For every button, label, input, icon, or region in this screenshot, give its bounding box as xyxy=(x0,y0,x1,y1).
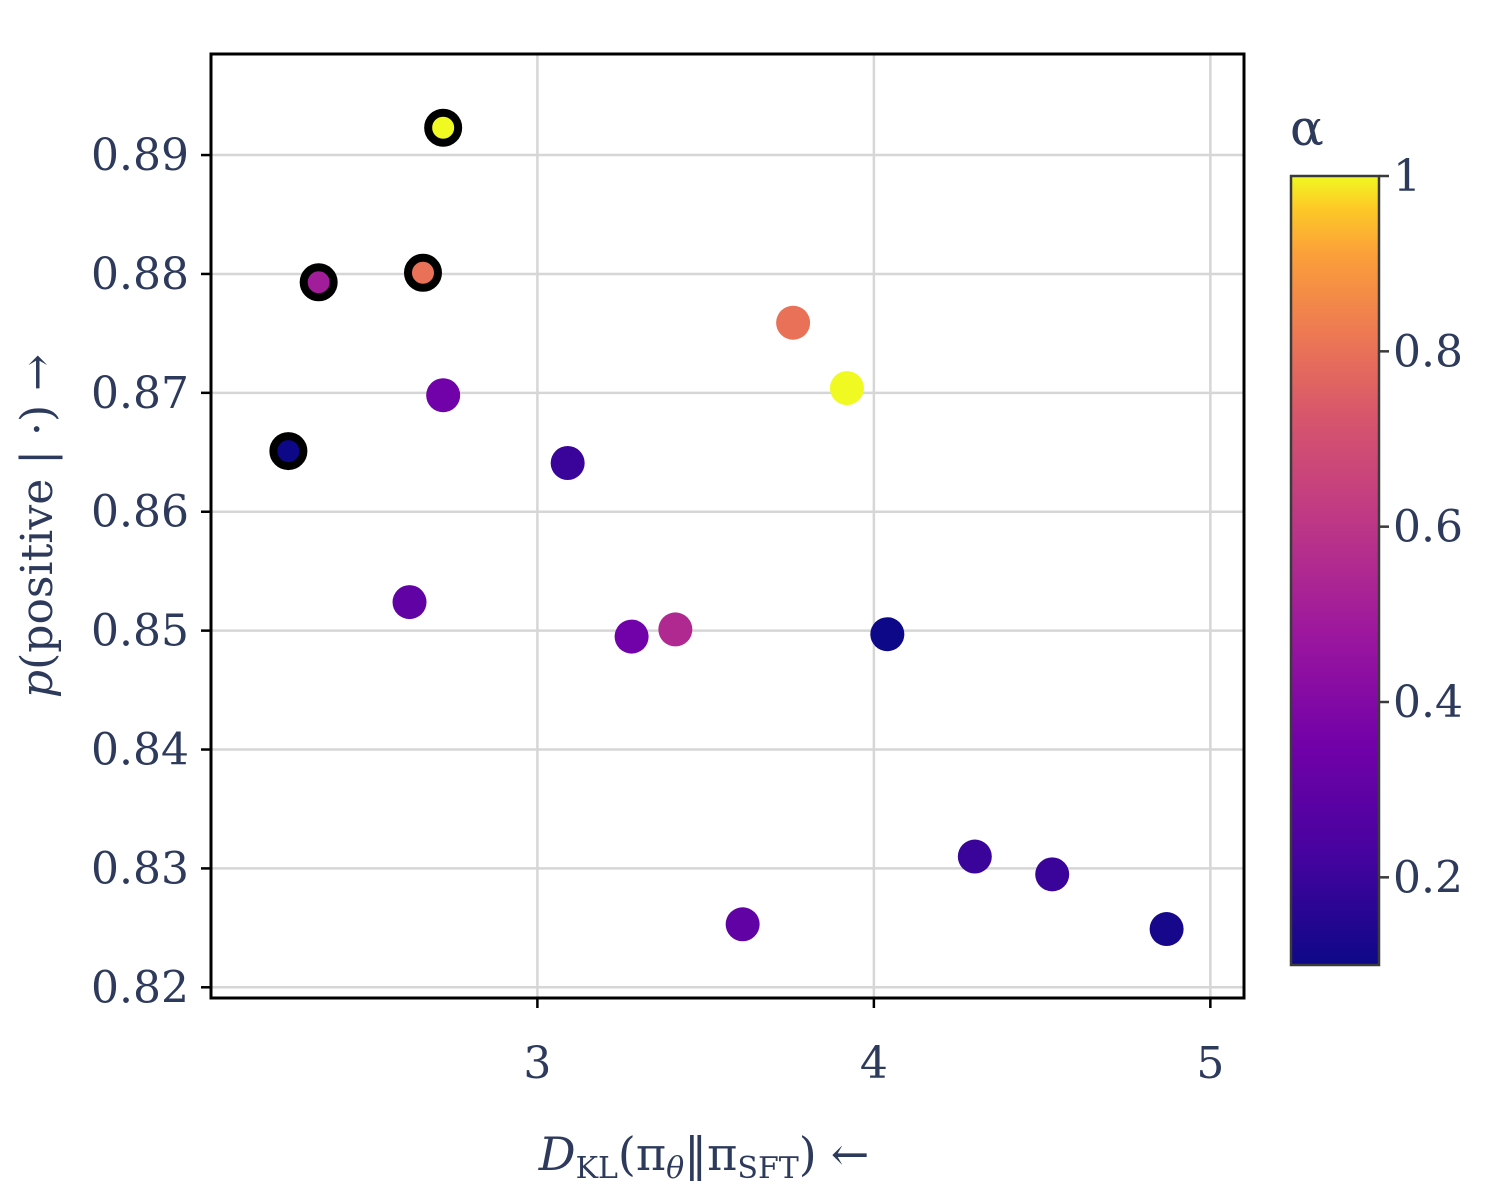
data-point xyxy=(829,371,864,406)
x-tick-label: 3 xyxy=(523,1038,551,1089)
x-tick-label: 5 xyxy=(1196,1038,1224,1089)
highlighted-data-point xyxy=(269,432,308,471)
data-point xyxy=(426,378,461,413)
colorbar-tick-label: 0.4 xyxy=(1393,677,1463,728)
grid xyxy=(211,54,1244,998)
data-point xyxy=(392,585,427,620)
data-point xyxy=(550,445,585,480)
y-tick-label: 0.88 xyxy=(91,249,189,300)
y-tick-label: 0.87 xyxy=(91,368,189,419)
data-points xyxy=(269,108,1184,947)
x-axis-label-sub: KL xyxy=(576,1151,618,1186)
data-point xyxy=(776,305,811,340)
data-point xyxy=(957,839,992,874)
y-axis-label-arrow: → xyxy=(12,354,63,391)
data-point xyxy=(614,619,649,654)
x-axis-label: DKL(πθ‖πSFT) ← xyxy=(538,1127,870,1186)
y-tick-label: 0.86 xyxy=(91,487,189,538)
highlighted-data-point xyxy=(403,253,442,292)
data-point xyxy=(1035,857,1070,892)
colorbar-ticks: 0.2 0.4 0.6 0.8 1 xyxy=(1379,151,1463,903)
data-point xyxy=(1149,912,1184,947)
highlighted-data-point xyxy=(424,108,463,147)
y-axis-label-main: p xyxy=(12,670,63,698)
y-tick-label: 0.89 xyxy=(91,130,189,181)
y-tick-label: 0.84 xyxy=(91,725,189,776)
x-axis-label-mid: ‖π xyxy=(684,1127,737,1181)
x-axis-label-main: D xyxy=(538,1127,576,1181)
y-tick-label: 0.83 xyxy=(91,843,189,894)
x-tick-label: 4 xyxy=(860,1038,888,1089)
y-axis-label: p(positive | ·) → xyxy=(12,354,63,698)
data-point xyxy=(658,612,693,647)
colorbar-frame xyxy=(1289,174,1381,967)
colorbar-tick-label: 0.6 xyxy=(1393,502,1463,553)
y-axis-ticks: 0.82 0.83 0.84 0.85 0.86 0.87 0.88 0.89 xyxy=(91,130,211,1013)
y-tick-label: 0.85 xyxy=(91,606,189,657)
x-axis-label-open: (π xyxy=(618,1127,666,1181)
x-axis-label-sub3: SFT xyxy=(737,1151,798,1186)
x-axis-label-sub2: θ xyxy=(666,1151,684,1186)
colorbar-tick-label: 0.8 xyxy=(1393,326,1463,377)
data-point xyxy=(870,617,905,652)
x-axis-label-close: ) xyxy=(799,1127,817,1181)
highlighted-data-point xyxy=(299,263,338,302)
data-point xyxy=(725,907,760,942)
x-axis-label-arrow: ← xyxy=(831,1127,870,1181)
x-axis-ticks: 3 4 5 xyxy=(523,998,1224,1089)
y-tick-label: 0.82 xyxy=(91,962,189,1013)
colorbar-gradient xyxy=(1291,176,1379,965)
plot-area-frame xyxy=(209,52,1246,1000)
y-axis-label-rest: (positive | ·) xyxy=(12,405,63,670)
colorbar-tick-label: 0.2 xyxy=(1393,852,1463,903)
colorbar-tick-label: 1 xyxy=(1393,151,1421,202)
colorbar-label: α xyxy=(1290,99,1324,157)
